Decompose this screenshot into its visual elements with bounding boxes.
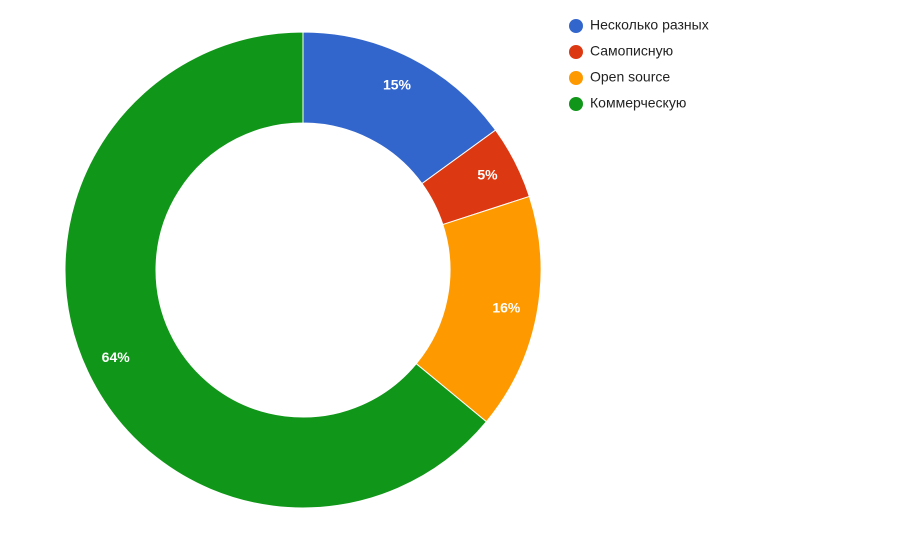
- legend-label: Самописную: [590, 43, 673, 59]
- slice-label: 15%: [383, 76, 412, 92]
- slice-label: 5%: [477, 167, 498, 183]
- slice-label: 16%: [492, 299, 521, 315]
- slice-label: 64%: [102, 349, 131, 365]
- legend-swatch: [569, 97, 583, 111]
- donut-slice: [64, 31, 488, 509]
- legend-label: Коммерческую: [590, 95, 686, 111]
- legend-swatch: [569, 45, 583, 59]
- legend-label: Open source: [590, 69, 670, 85]
- legend-label: Несколько разных: [590, 17, 709, 33]
- legend-swatch: [569, 71, 583, 85]
- legend-swatch: [569, 19, 583, 33]
